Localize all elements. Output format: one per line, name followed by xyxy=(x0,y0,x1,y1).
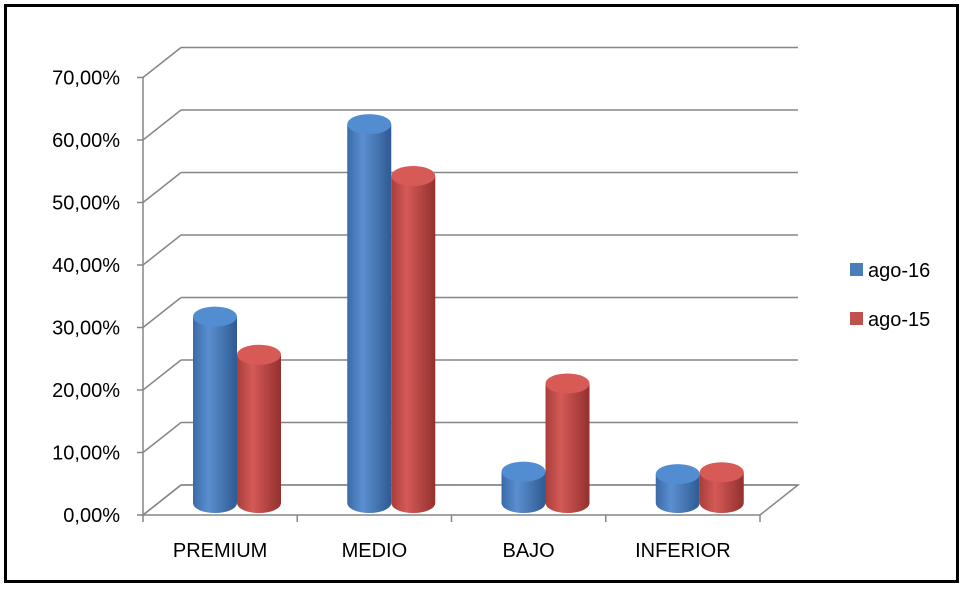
bar-body xyxy=(237,354,281,513)
legend-label: ago-16 xyxy=(868,260,930,282)
bar-top xyxy=(545,373,590,394)
bar-top xyxy=(347,114,392,135)
bar-body xyxy=(501,471,546,513)
x-tick-label: PREMIUM xyxy=(173,540,267,562)
bar xyxy=(545,373,590,513)
y-tick-label: 60,00% xyxy=(52,130,120,152)
y-tick-label: 0,00% xyxy=(63,505,120,527)
y-tick-label: 20,00% xyxy=(52,380,120,402)
gridline-depth xyxy=(142,296,182,329)
x-tick-label: INFERIOR xyxy=(635,540,731,562)
bar-top xyxy=(391,166,436,186)
y-tick-label: 30,00% xyxy=(52,318,120,340)
legend-swatch xyxy=(850,312,863,325)
x-tick-label: BAJO xyxy=(503,540,555,562)
labels: 0,00% 10,00% 20,00% 30,00% 40,00% 50,00% 60,00… xyxy=(52,68,731,563)
gridline-depth xyxy=(142,109,182,141)
bar-top xyxy=(655,464,700,485)
x-tick-label: MEDIO xyxy=(342,540,408,562)
y-tick-label: 40,00% xyxy=(52,255,120,277)
bar-top xyxy=(193,306,237,327)
x-axis-floor xyxy=(140,484,801,516)
y-tick-label: 50,00% xyxy=(52,193,120,215)
bar-body xyxy=(545,383,590,513)
y-tick-label: 10,00% xyxy=(52,443,120,465)
legend: ago-16 ago-15 xyxy=(850,260,930,331)
bar-top xyxy=(501,461,546,482)
legend-swatch xyxy=(850,263,863,276)
bar xyxy=(655,464,700,513)
bar-body xyxy=(193,316,237,513)
gridline-depth xyxy=(142,421,182,454)
bar-body xyxy=(391,176,436,513)
bar-body xyxy=(699,472,744,513)
y-tick-label: 70,00% xyxy=(52,68,120,90)
bar xyxy=(391,166,436,513)
bar xyxy=(347,114,392,513)
bar xyxy=(501,461,546,513)
bars xyxy=(193,114,744,513)
gridline-depth xyxy=(142,171,182,204)
gridline-depth xyxy=(142,46,182,79)
bar xyxy=(699,462,744,513)
bar-top xyxy=(237,344,281,365)
gridline-depth xyxy=(142,359,182,391)
axes xyxy=(137,76,801,522)
bar xyxy=(237,344,281,513)
legend-label: ago-15 xyxy=(868,309,930,331)
bar-body xyxy=(347,124,392,513)
chart-frame xyxy=(4,4,959,583)
bar-body xyxy=(655,474,700,513)
bar-top xyxy=(699,462,744,483)
bar xyxy=(193,306,237,513)
gridline-depth xyxy=(142,234,182,266)
